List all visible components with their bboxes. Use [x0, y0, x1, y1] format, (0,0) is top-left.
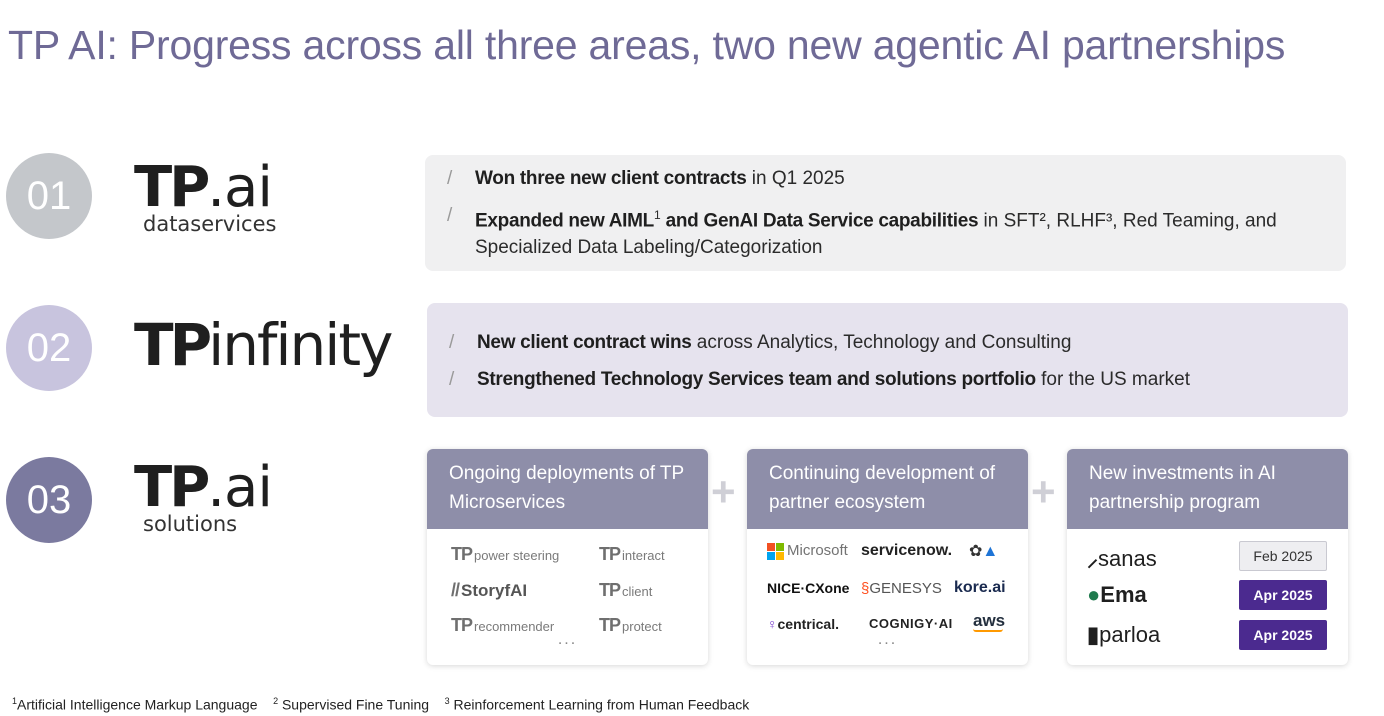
ema-icon: ● — [1087, 582, 1101, 607]
date-badge: Apr 2025 — [1239, 620, 1327, 650]
logo-suffix: infinity — [208, 311, 393, 379]
logo-sub: dataservices — [143, 212, 277, 236]
sanas-logo: ⸝sanas — [1087, 546, 1157, 571]
investment-row-ema: ●Ema Apr 2025 — [1087, 580, 1327, 612]
date-badge: Apr 2025 — [1239, 580, 1327, 610]
section-number-03: 03 — [6, 457, 92, 543]
infinity-panel: / New client contract wins across Analyt… — [427, 303, 1348, 417]
bullet-item: / Expanded new AIML1 and GenAI Data Serv… — [447, 202, 1326, 261]
footnotes: 1Artificial Intelligence Markup Language… — [12, 696, 750, 713]
plus-icon: + — [1031, 468, 1056, 515]
aws-logo: aws — [973, 611, 1006, 632]
microservice-recommender: TP recommender — [451, 615, 555, 635]
kore-ai-logo: kore.ai — [954, 579, 1006, 596]
nice-cxone-logo: NICE·CXone — [767, 580, 850, 596]
parloa-icon: ▮ — [1087, 622, 1100, 647]
parloa-logo: ▮parloa — [1087, 622, 1161, 647]
genesys-icon: § — [861, 580, 870, 597]
bullet-item: / Won three new client contracts in Q1 2… — [447, 165, 1326, 192]
section-number-02: 02 — [6, 305, 92, 391]
microservice-protect: TP protect — [599, 615, 662, 635]
investment-row-parloa: ▮parloa Apr 2025 — [1087, 620, 1327, 652]
section-number-01: 01 — [6, 153, 92, 239]
logo-suffix: .ai — [207, 455, 273, 520]
openai-icon: ✿ — [969, 543, 983, 560]
bullet-marker: / — [447, 168, 453, 189]
card-header: Ongoing deployments of TP Microservices — [427, 449, 708, 529]
logo-tp: TP — [134, 155, 210, 220]
genesys-logo: §GENESYS — [861, 580, 942, 597]
more-ellipsis: ... — [877, 631, 898, 648]
centrical-logo: ♀centrical. — [767, 616, 839, 632]
dataservices-panel: / Won three new client contracts in Q1 2… — [425, 155, 1346, 271]
ema-logo: ●Ema — [1087, 582, 1147, 607]
microservices-card: Ongoing deployments of TP Microservices … — [427, 449, 708, 665]
page-title: TP AI: Progress across all three areas, … — [8, 22, 1286, 68]
aws-smile-icon — [973, 629, 1003, 632]
card-header: New investments in AI partnership progra… — [1067, 449, 1348, 529]
microsoft-icon — [767, 542, 784, 560]
centrical-icon: ♀ — [767, 616, 778, 632]
more-ellipsis: ... — [557, 631, 578, 648]
bullet-marker: / — [449, 369, 455, 390]
openai-azure-icons: ✿▲ — [969, 541, 998, 561]
azure-icon: ▲ — [982, 543, 999, 560]
investments-card: New investments in AI partnership progra… — [1067, 449, 1348, 665]
ecosystem-card: Continuing development of partner ecosys… — [747, 449, 1028, 665]
plus-icon: + — [711, 468, 736, 515]
bullet-marker: / — [447, 205, 453, 226]
microservice-storyfai: //StoryfAI — [451, 580, 528, 600]
investment-row-sanas: ⸝sanas Feb 2025 — [1087, 541, 1327, 573]
cognigy-logo: COGNIGY·AI — [869, 616, 953, 631]
sanas-icon: ⸝ — [1087, 546, 1099, 571]
tp-ai-dataservices-logo: TP.ai dataservices — [134, 160, 277, 237]
servicenow-logo: servicenow. — [861, 542, 953, 559]
bullet-marker: / — [449, 332, 455, 353]
logo-suffix: .ai — [207, 155, 273, 220]
logo-sub: solutions — [143, 512, 238, 536]
bullet-item: / New client contract wins across Analyt… — [449, 329, 1328, 356]
microsoft-logo: Microsoft — [767, 542, 848, 560]
microservice-power-steering: TP power steering — [451, 544, 560, 564]
microservice-interact: TP interact — [599, 544, 665, 564]
logo-tp: TP — [134, 455, 210, 520]
microservice-client: TP client — [599, 580, 653, 600]
tp-ai-solutions-logo: TP.ai solutions — [134, 460, 273, 537]
bullet-item: / Strengthened Technology Services team … — [449, 366, 1328, 393]
card-header: Continuing development of partner ecosys… — [747, 449, 1028, 529]
date-badge: Feb 2025 — [1239, 541, 1327, 571]
logo-tp: TP — [134, 311, 212, 379]
tp-infinity-logo: TPinfinity — [134, 316, 393, 374]
